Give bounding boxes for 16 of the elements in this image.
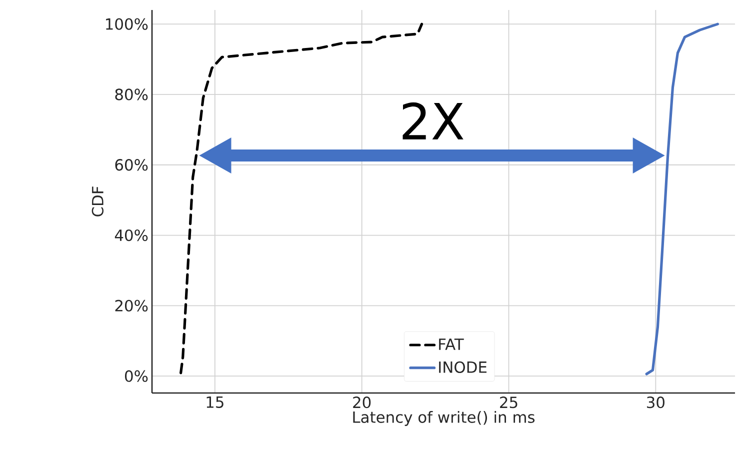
line-series	[645, 22, 719, 376]
x-tick-label: 30	[647, 396, 664, 408]
y-tick-label: 80%	[115, 88, 148, 100]
y-tick-label: 40%	[114, 229, 148, 242]
x-tick-label: 20	[353, 396, 371, 408]
x-tick-label: 25	[500, 396, 518, 408]
y-axis-title: CDF	[92, 186, 104, 216]
y-tick-label: 100%	[106, 18, 148, 30]
y-tick-label: 0%	[125, 370, 148, 382]
x-tick-label: 15	[206, 396, 224, 408]
annotation: 2X	[402, 102, 464, 140]
legend-label: INODE	[439, 361, 486, 374]
y-tick-label: 60%	[115, 159, 148, 171]
legend-label: FAT	[439, 338, 464, 350]
y-tick-label: 20%	[115, 300, 148, 312]
x-axis-title: Latency of write() in ms	[353, 411, 535, 426]
